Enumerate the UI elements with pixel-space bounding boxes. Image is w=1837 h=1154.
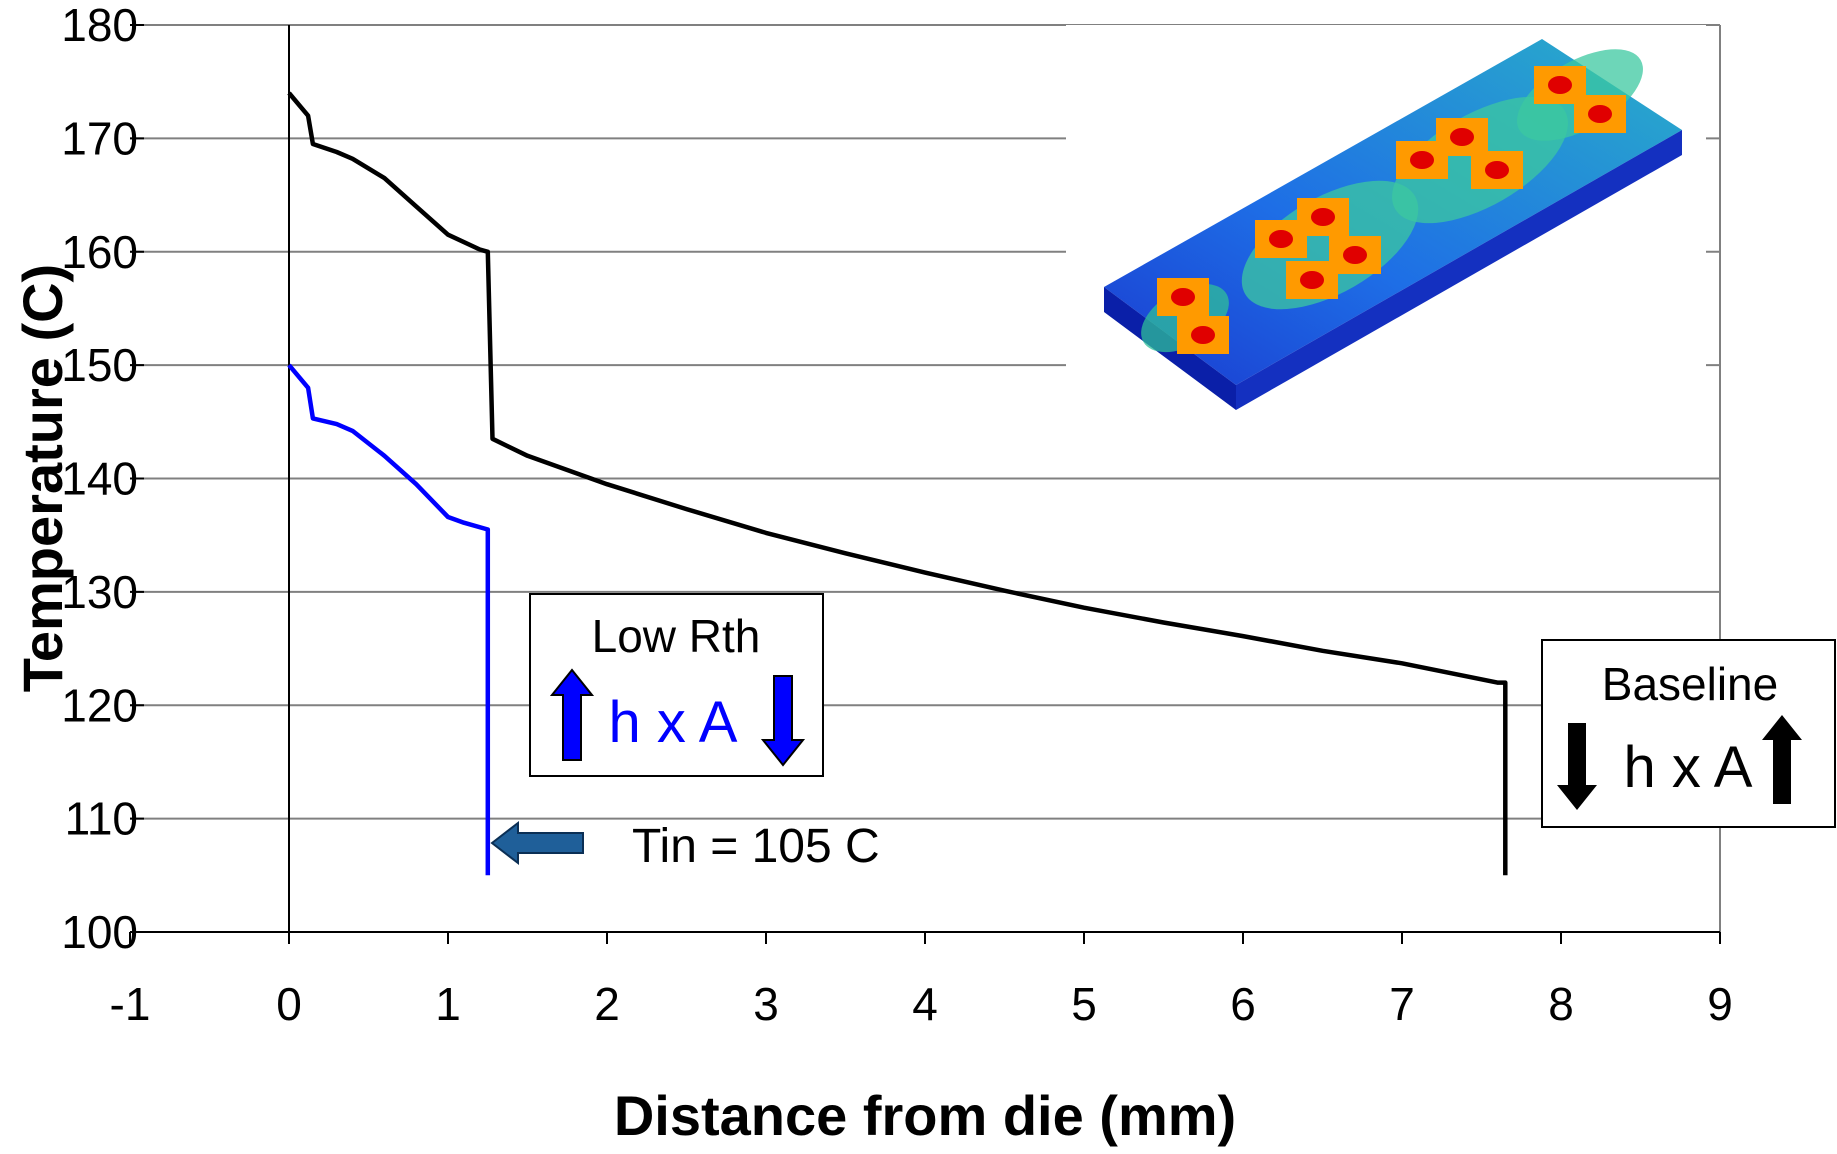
- x-tick-label: 8: [1548, 978, 1574, 1030]
- y-axis-label: Temperature (C): [11, 264, 74, 692]
- baseline-title: Baseline: [1602, 658, 1778, 710]
- y-tick-label: 180: [61, 0, 138, 51]
- tin-label: Tin = 105 C: [632, 820, 880, 873]
- x-tick-label: 3: [753, 978, 779, 1030]
- x-tick-label: 5: [1071, 978, 1097, 1030]
- thermal-model-image: [1066, 25, 1706, 410]
- low-rth-formula: h x A: [609, 690, 738, 755]
- y-tick-label: 100: [61, 906, 138, 958]
- x-tick-label: 2: [594, 978, 620, 1030]
- series-line-1: [289, 365, 488, 875]
- y-tick-label: 110: [65, 793, 138, 845]
- low-rth-title: Low Rth: [592, 610, 761, 662]
- baseline-box: Baseline h x A: [1542, 640, 1835, 827]
- x-tick-label: 9: [1707, 978, 1733, 1030]
- x-axis-label: Distance from die (mm): [614, 1084, 1236, 1147]
- tin-annotation: Tin = 105 C: [492, 820, 880, 873]
- x-tick-label: 1: [435, 978, 461, 1030]
- y-tick-label: 170: [61, 112, 138, 164]
- x-tick-label: 7: [1389, 978, 1415, 1030]
- x-tick-label: 0: [276, 978, 302, 1030]
- x-tick-label: 4: [912, 978, 938, 1030]
- arrow-left-icon: [492, 823, 583, 863]
- low-rth-box: Low Rth h x A: [530, 594, 823, 776]
- x-tick-label: -1: [110, 978, 151, 1030]
- baseline-formula: h x A: [1624, 735, 1753, 800]
- x-tick-label: 6: [1230, 978, 1256, 1030]
